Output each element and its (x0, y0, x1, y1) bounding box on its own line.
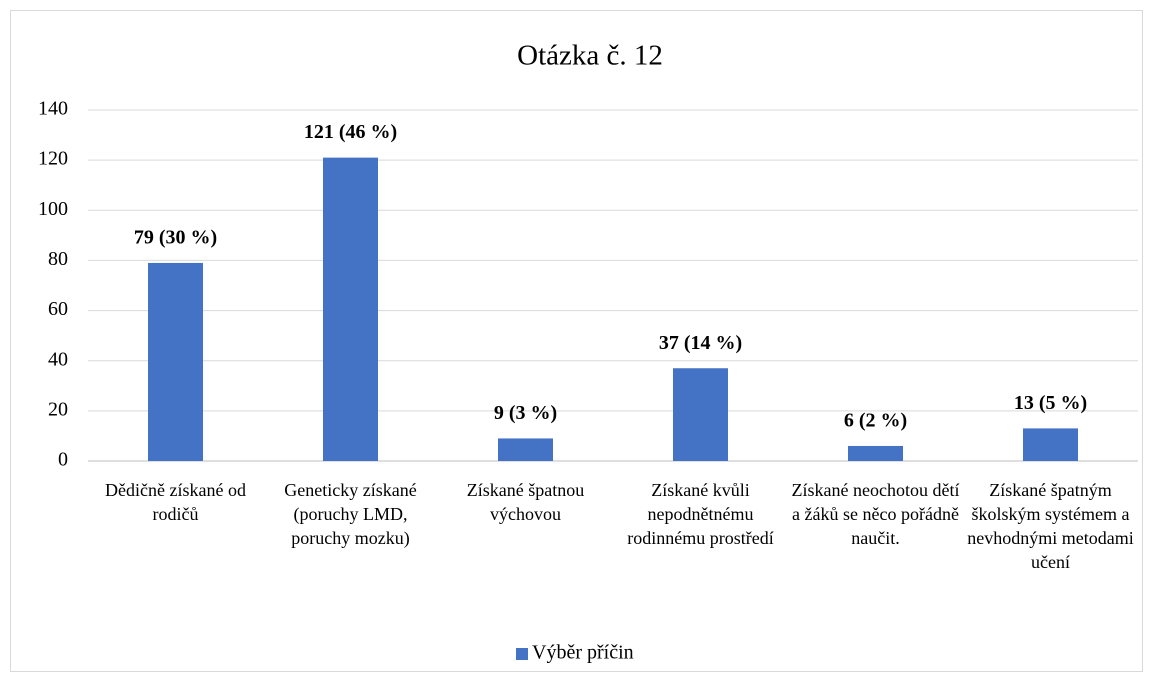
bar (498, 438, 553, 461)
y-tick-label: 0 (58, 449, 68, 471)
y-tick-label: 120 (38, 148, 68, 170)
x-tick-label: Dědičně získané od rodičů (105, 480, 246, 524)
bar (848, 445, 903, 461)
y-tick-label: 80 (48, 248, 68, 270)
x-tick-label: Získané špatným školským systémem a nevh… (967, 480, 1134, 572)
bar (1023, 428, 1078, 461)
data-label: 13 (5 %) (1014, 392, 1087, 414)
y-tick-label: 140 (38, 98, 68, 120)
legend-label: Výběr příčin (532, 642, 634, 664)
y-tick-label: 20 (48, 398, 68, 420)
chart-title: Otázka č. 12 (517, 40, 663, 72)
data-label: 6 (2 %) (844, 410, 907, 432)
bar (673, 368, 728, 461)
y-tick-label: 60 (48, 298, 68, 320)
bar (148, 262, 203, 461)
bar (323, 157, 378, 461)
data-label: 9 (3 %) (494, 402, 557, 424)
legend-swatch (516, 648, 528, 660)
y-tick-label: 100 (38, 198, 68, 220)
x-tick-label: Získané špatnou výchovou (466, 480, 585, 524)
x-tick-label: Získané neochotou dětí a žáků se něco po… (791, 480, 960, 548)
data-label: 121 (46 %) (304, 121, 397, 143)
data-label: 37 (14 %) (659, 332, 742, 354)
y-tick-label: 40 (48, 348, 68, 370)
x-tick-label: Získané kvůli nepodnětnému rodinnému pro… (627, 480, 774, 548)
data-label: 79 (30 %) (134, 227, 217, 249)
x-tick-label: Geneticky získané (poruchy LMD, poruchy … (284, 480, 417, 548)
